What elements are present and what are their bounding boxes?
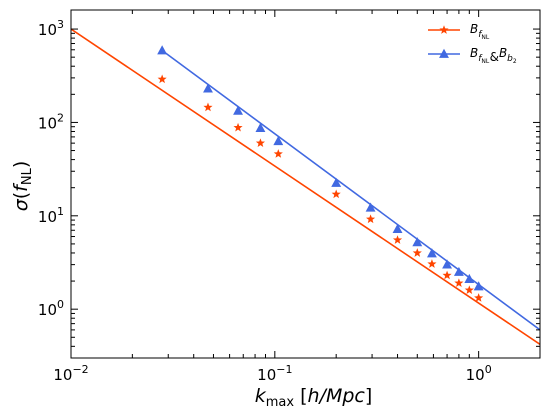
data-point [331, 189, 341, 199]
plot-area [71, 28, 540, 346]
data-point [442, 259, 453, 269]
data-point [426, 248, 437, 258]
data-point [474, 293, 484, 302]
series-line [161, 49, 540, 331]
axes: 10−2 10−1 100 100 101 102 103 kmax [h/Mpc] σ(fNL… [10, 9, 541, 410]
series-line [71, 28, 540, 346]
svg-text:σ(fNL): σ(fNL) [10, 161, 35, 212]
data-point [273, 149, 283, 158]
data-point [255, 138, 265, 148]
x-tick-label: 10−2 [53, 363, 88, 384]
data-point [412, 248, 422, 257]
legend-item-1: BfNL &Bb2 [428, 46, 517, 65]
data-point [464, 285, 474, 294]
series-1 [157, 45, 540, 331]
x-axis-label: kmax [h/Mpc] [255, 385, 373, 410]
legend-marker [439, 25, 449, 34]
data-point [412, 237, 423, 247]
legend-item-0: BfNL [428, 22, 490, 41]
data-point [442, 270, 452, 280]
legend-label: BfNL [470, 22, 490, 41]
y-tick-label: 102 [38, 111, 64, 132]
data-point [366, 214, 376, 224]
data-point [233, 105, 243, 115]
y-tick-label: 103 [38, 18, 64, 39]
data-point [392, 223, 403, 234]
data-point [233, 122, 243, 132]
legend-marker [439, 48, 449, 58]
data-point [427, 259, 437, 268]
data-point [157, 74, 167, 84]
legend: BfNL BfNL &Bb2 [428, 22, 517, 65]
series-0 [71, 28, 540, 346]
data-point [203, 83, 213, 93]
y-tick-label: 101 [38, 205, 64, 226]
data-point [203, 102, 213, 112]
y-axis-label: σ(fNL) [10, 161, 35, 212]
data-point [365, 202, 376, 212]
data-point [273, 135, 284, 146]
plot-frame [70, 9, 541, 359]
data-point [392, 235, 403, 244]
x-tick-label: 10−1 [257, 363, 292, 384]
legend-label: BfNL &Bb2 [470, 46, 517, 65]
data-point [453, 266, 464, 276]
data-point [255, 122, 266, 132]
data-point [464, 273, 475, 283]
data-point [454, 278, 464, 288]
data-point [473, 281, 484, 291]
data-point [331, 177, 342, 187]
x-tick-label: 100 [466, 363, 492, 384]
y-tick-label: 100 [38, 298, 64, 319]
data-point [157, 45, 168, 55]
